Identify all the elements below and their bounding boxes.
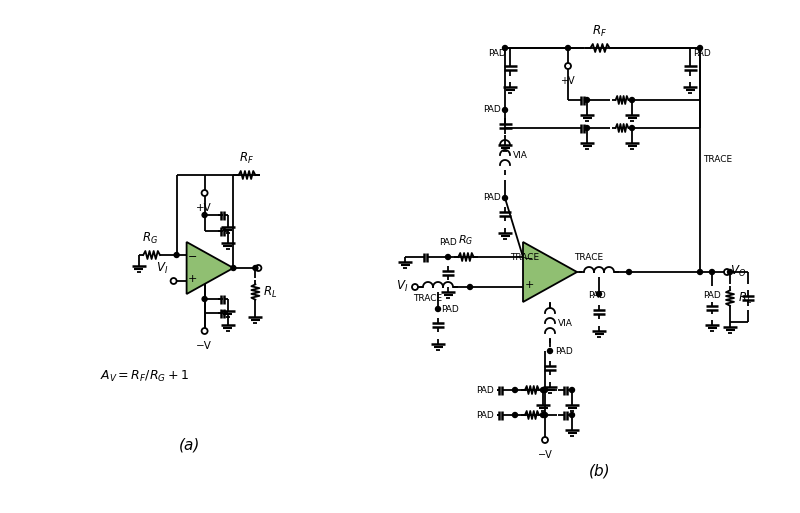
- Circle shape: [467, 285, 473, 289]
- Circle shape: [597, 291, 602, 297]
- Text: $R_F$: $R_F$: [239, 151, 254, 166]
- Polygon shape: [186, 242, 234, 294]
- Circle shape: [724, 269, 730, 275]
- Text: $R_L$: $R_L$: [263, 284, 278, 300]
- Circle shape: [502, 195, 507, 201]
- Circle shape: [698, 46, 702, 50]
- Text: −: −: [524, 254, 534, 264]
- Circle shape: [547, 348, 553, 353]
- Circle shape: [255, 265, 262, 271]
- Text: (a): (a): [179, 438, 201, 453]
- Text: −V: −V: [196, 341, 211, 351]
- Circle shape: [502, 108, 507, 112]
- Circle shape: [412, 284, 418, 290]
- Text: PAD: PAD: [441, 305, 458, 314]
- Text: TRACE: TRACE: [574, 253, 603, 262]
- Circle shape: [253, 266, 258, 270]
- Circle shape: [446, 254, 450, 260]
- Circle shape: [542, 412, 547, 418]
- Polygon shape: [523, 242, 577, 302]
- Circle shape: [727, 269, 733, 274]
- Text: $A_V = R_F/R_G + 1$: $A_V = R_F/R_G + 1$: [100, 369, 189, 384]
- Circle shape: [626, 269, 631, 274]
- Circle shape: [570, 387, 574, 392]
- Circle shape: [541, 412, 546, 418]
- Text: PAD: PAD: [488, 49, 506, 58]
- Circle shape: [565, 63, 571, 69]
- Text: PAD: PAD: [476, 411, 494, 420]
- Text: PAD: PAD: [439, 238, 457, 247]
- Text: +: +: [188, 274, 198, 284]
- Text: −: −: [188, 251, 198, 262]
- Text: TRACE: TRACE: [414, 294, 442, 303]
- Circle shape: [435, 306, 441, 311]
- Circle shape: [202, 212, 207, 218]
- Circle shape: [202, 328, 208, 334]
- Circle shape: [202, 190, 208, 196]
- Circle shape: [585, 97, 590, 103]
- Circle shape: [585, 126, 590, 130]
- Circle shape: [630, 97, 634, 103]
- Circle shape: [570, 412, 574, 418]
- Text: PAD: PAD: [555, 347, 573, 356]
- Circle shape: [542, 387, 547, 392]
- Text: PAD: PAD: [476, 386, 494, 395]
- Circle shape: [513, 387, 518, 392]
- Circle shape: [630, 126, 634, 130]
- Circle shape: [231, 266, 236, 270]
- Text: $V_O$: $V_O$: [730, 264, 746, 279]
- Circle shape: [502, 46, 507, 50]
- Text: TRACE: TRACE: [510, 253, 539, 262]
- Text: (b): (b): [589, 463, 611, 478]
- Text: +: +: [524, 280, 534, 290]
- Text: TRACE: TRACE: [703, 155, 732, 165]
- Text: $R_G$: $R_G$: [142, 231, 158, 246]
- Circle shape: [698, 269, 702, 274]
- Circle shape: [202, 297, 207, 302]
- Text: +V: +V: [560, 76, 574, 86]
- Text: VIA: VIA: [558, 319, 573, 327]
- Circle shape: [566, 46, 570, 50]
- Text: PAD: PAD: [483, 193, 501, 203]
- Text: +V: +V: [196, 203, 211, 213]
- Text: PAD: PAD: [693, 49, 710, 58]
- Circle shape: [513, 412, 518, 418]
- Circle shape: [710, 269, 714, 274]
- Text: $R_L$: $R_L$: [738, 290, 752, 306]
- Circle shape: [170, 278, 177, 284]
- Text: PAD: PAD: [483, 106, 501, 114]
- Text: $V_I$: $V_I$: [156, 261, 169, 276]
- Text: VIA: VIA: [513, 150, 528, 160]
- Circle shape: [542, 437, 548, 443]
- Text: $V_I$: $V_I$: [396, 279, 408, 294]
- Text: $R_F$: $R_F$: [593, 24, 607, 39]
- Text: $R_G$: $R_G$: [458, 233, 474, 247]
- Circle shape: [174, 252, 179, 258]
- Text: −V: −V: [538, 450, 552, 460]
- Text: PAD: PAD: [703, 291, 721, 300]
- Text: PAD: PAD: [588, 291, 606, 300]
- Circle shape: [541, 387, 546, 392]
